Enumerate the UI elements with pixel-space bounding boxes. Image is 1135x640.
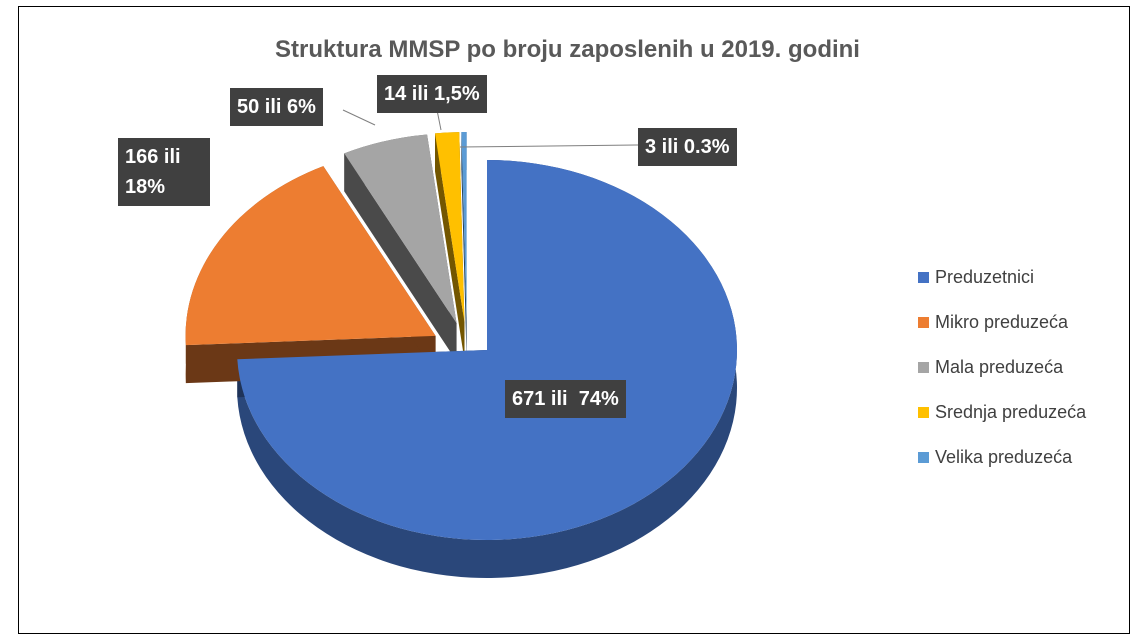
- slice: [237, 160, 738, 541]
- leader-line: [436, 109, 442, 131]
- legend-label: Srednja preduzeća: [935, 402, 1087, 422]
- data-label: 50 ili 6%: [230, 88, 323, 126]
- legend: Preduzetnici Mikro preduzeća Mala preduzeć…: [918, 255, 1086, 480]
- legend-swatch: [918, 407, 929, 418]
- legend-item: Preduzetnici: [918, 255, 1086, 300]
- data-label: 3 ili 0.3%: [638, 128, 737, 166]
- legend-swatch: [918, 317, 929, 328]
- chart-frame: [18, 6, 1130, 634]
- slice-wall: [344, 153, 457, 362]
- leader-line: [459, 144, 639, 148]
- slice-wall: [435, 133, 465, 361]
- legend-swatch: [918, 362, 929, 373]
- slice-tops: [185, 132, 738, 541]
- legend-item: Srednja preduzeća: [918, 390, 1086, 435]
- data-label: 671 ili 74%: [505, 380, 626, 418]
- legend-item: Mala preduzeća: [918, 345, 1086, 390]
- legend-label: Velika preduzeća: [935, 447, 1073, 467]
- legend-swatch: [918, 272, 929, 283]
- data-label: 166 ili 18%: [118, 138, 210, 206]
- slice: [435, 132, 465, 323]
- leader-line: [342, 109, 376, 126]
- slice-wall: [461, 132, 467, 361]
- chart-title: Struktura MMSP po broju zaposlenih u 201…: [275, 36, 860, 63]
- legend-label: Mala preduzeća: [935, 357, 1064, 377]
- slice: [344, 134, 457, 324]
- data-label: 14 ili 1,5%: [377, 75, 487, 113]
- slice: [185, 166, 436, 346]
- legend-item: Mikro preduzeća: [918, 300, 1086, 345]
- legend-item: Velika preduzeća: [918, 435, 1086, 480]
- legend-label: Mikro preduzeća: [935, 312, 1069, 332]
- slice: [461, 132, 467, 323]
- legend-label: Preduzetnici: [935, 267, 1035, 287]
- legend-swatch: [918, 452, 929, 463]
